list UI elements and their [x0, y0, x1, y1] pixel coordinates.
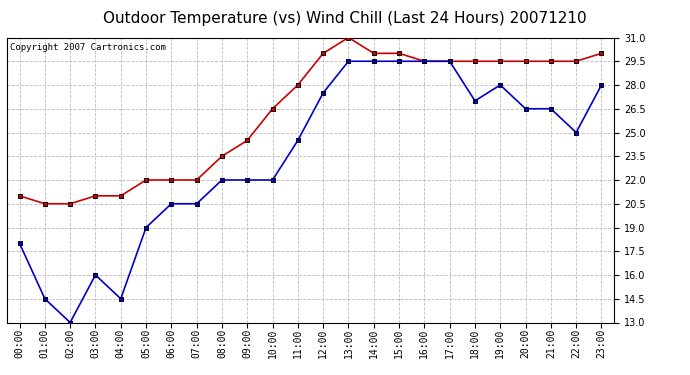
- Text: Copyright 2007 Cartronics.com: Copyright 2007 Cartronics.com: [10, 43, 166, 52]
- Text: Outdoor Temperature (vs) Wind Chill (Last 24 Hours) 20071210: Outdoor Temperature (vs) Wind Chill (Las…: [104, 11, 586, 26]
